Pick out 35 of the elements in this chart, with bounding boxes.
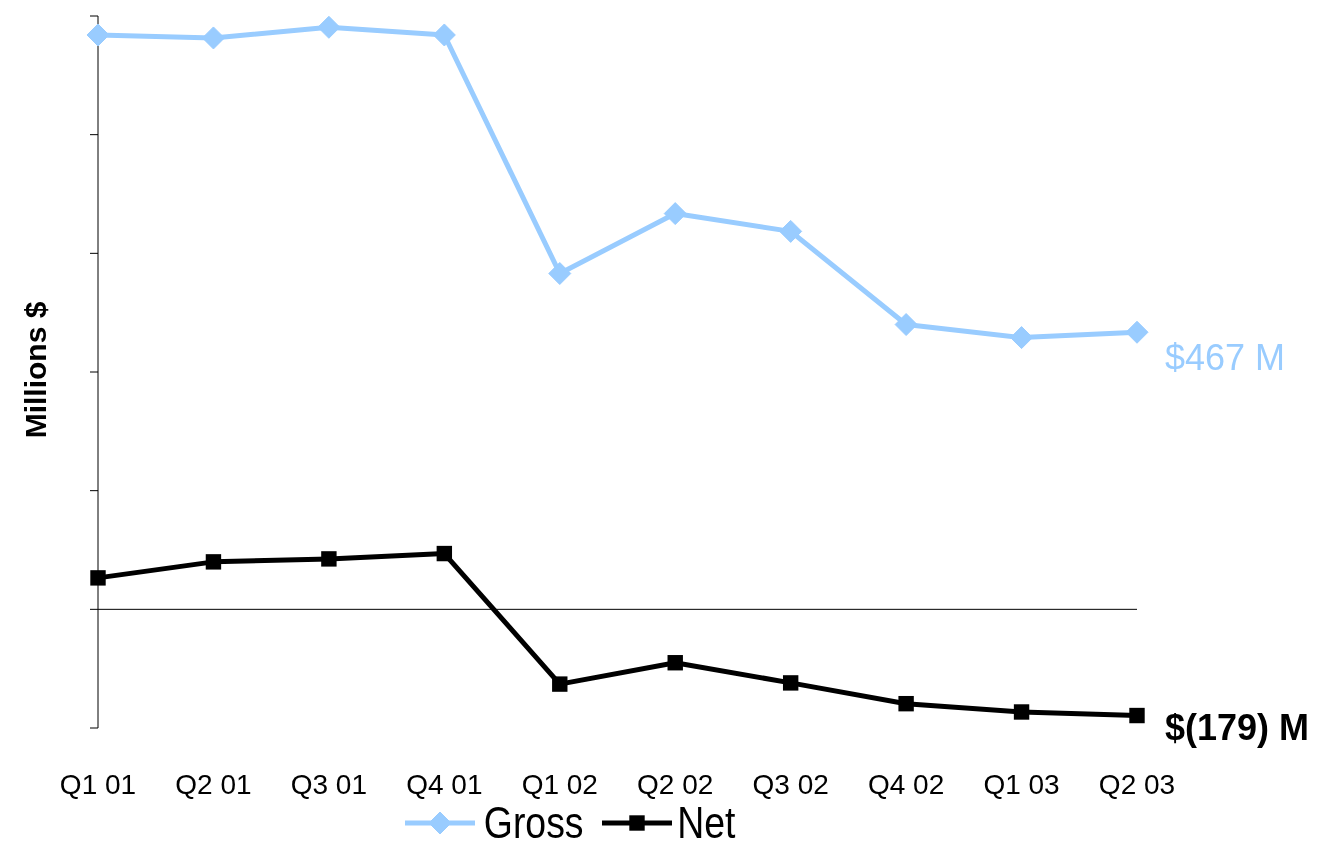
x-tick-label: Q2 02 [637,768,714,800]
point [548,262,572,286]
x-tick-label: Q2 03 [1098,768,1176,800]
point [782,675,799,691]
x-tick-label: Q1 01 [59,768,137,800]
point [436,545,453,562]
point [317,16,341,39]
point [898,695,914,712]
point [90,570,106,586]
point [667,655,683,671]
x-tick-label: Q4 02 [867,768,945,800]
x-tick-label: Q3 02 [752,768,829,800]
x-tick-label: Q2 01 [175,768,252,800]
point [1129,707,1145,724]
point [321,551,337,567]
x-tick-label: Q4 01 [406,768,483,800]
point [552,676,568,692]
point [1013,704,1030,720]
legend-label: Net [677,798,736,848]
point [1125,320,1149,344]
x-tick-label: Q3 01 [290,768,368,800]
point [663,202,687,226]
data-label: $(179) M [1165,706,1310,748]
point [201,26,225,50]
x-tick-label: Q1 03 [983,768,1060,800]
point [205,554,222,570]
point [1010,326,1034,350]
data-label: $467 M [1165,337,1286,379]
point [894,313,918,337]
y-axis-title: Millions $ [19,300,53,441]
point [779,219,803,243]
point [86,23,110,47]
legend-label: Gross [483,798,584,848]
x-tick-label: Q1 02 [521,768,598,800]
point [432,23,456,47]
